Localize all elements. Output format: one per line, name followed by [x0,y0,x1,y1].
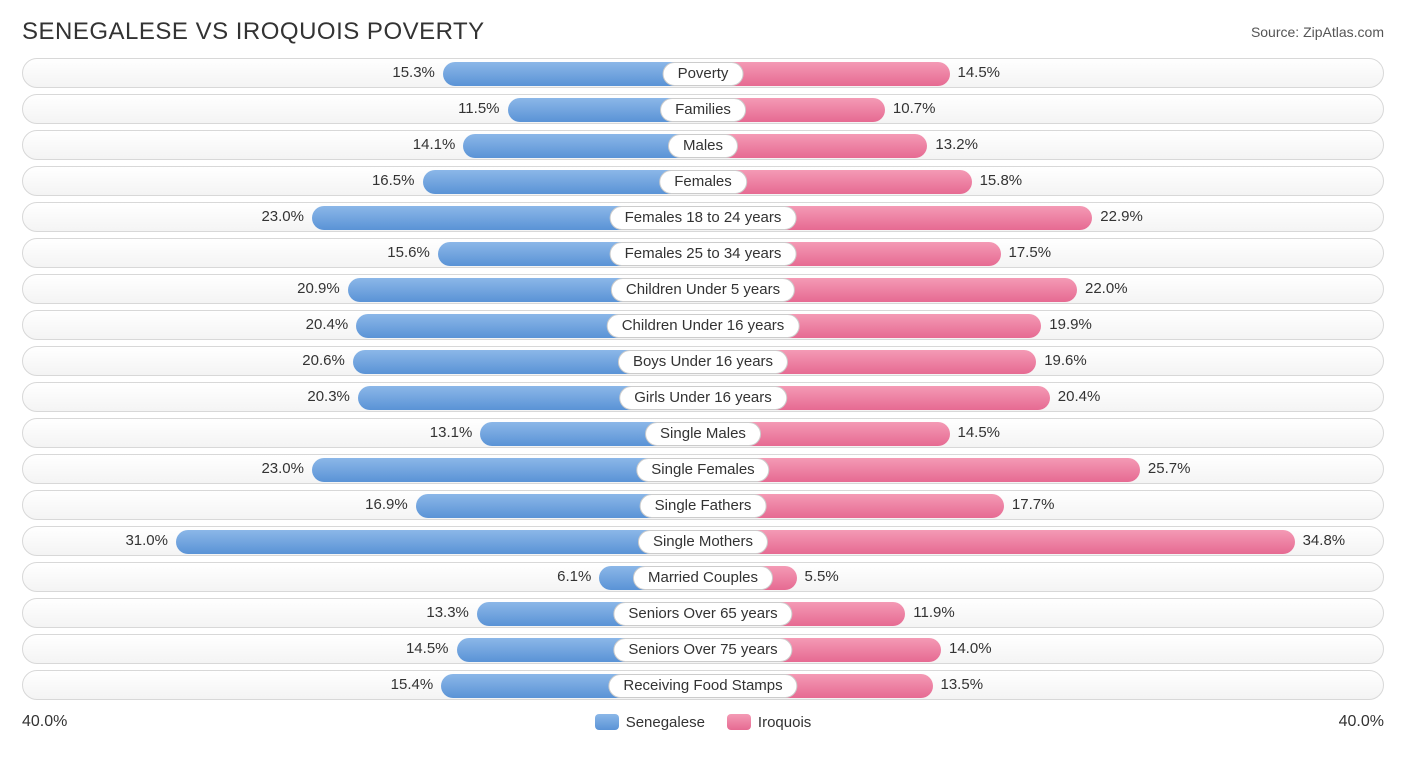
chart-row: 16.5% 15.8% Females [22,166,1384,196]
value-left: 16.9% [365,491,408,520]
bar-left [176,530,703,554]
value-left: 31.0% [125,527,168,556]
value-right: 17.5% [1009,239,1052,268]
value-right: 34.8% [1303,527,1346,556]
category-label: Single Males [645,422,761,446]
axis-max-left: 40.0% [22,713,67,731]
value-right: 10.7% [893,95,936,124]
chart-row: 16.9% 17.7% Single Fathers [22,490,1384,520]
chart-row: 23.0% 22.9% Females 18 to 24 years [22,202,1384,232]
legend-item-left: Senegalese [595,714,705,731]
value-left: 15.4% [391,671,434,700]
value-left: 16.5% [372,167,415,196]
value-left: 6.1% [557,563,591,592]
chart-row: 13.3% 11.9% Seniors Over 65 years [22,598,1384,628]
chart-row: 31.0% 34.8% Single Mothers [22,526,1384,556]
value-left: 20.9% [297,275,340,304]
value-right: 17.7% [1012,491,1055,520]
legend-item-right: Iroquois [727,714,811,731]
chart-title: SENEGALESE VS IROQUOIS POVERTY [22,18,485,46]
chart-row: 20.3% 20.4% Girls Under 16 years [22,382,1384,412]
category-label: Girls Under 16 years [619,386,787,410]
value-right: 22.0% [1085,275,1128,304]
category-label: Boys Under 16 years [618,350,788,374]
value-left: 20.3% [307,383,350,412]
value-left: 13.3% [426,599,469,628]
diverging-bar-chart: 15.3% 14.5% Poverty 11.5% 10.7% Families 14.1%… [0,56,1406,700]
value-right: 11.9% [913,599,954,628]
value-right: 13.2% [935,131,978,160]
category-label: Children Under 16 years [607,314,800,338]
category-label: Seniors Over 75 years [613,638,792,662]
value-left: 20.6% [302,347,345,376]
category-label: Children Under 5 years [611,278,795,302]
legend-swatch-left [595,714,619,730]
value-left: 14.5% [406,635,449,664]
chart-row: 15.4% 13.5% Receiving Food Stamps [22,670,1384,700]
value-right: 22.9% [1100,203,1143,232]
axis-max-right: 40.0% [1339,713,1384,731]
chart-row: 15.6% 17.5% Females 25 to 34 years [22,238,1384,268]
chart-row: 20.6% 19.6% Boys Under 16 years [22,346,1384,376]
category-label: Males [668,134,738,158]
legend-label-right: Iroquois [758,714,811,731]
category-label: Receiving Food Stamps [608,674,797,698]
value-left: 23.0% [261,203,304,232]
value-right: 19.6% [1044,347,1087,376]
chart-row: 15.3% 14.5% Poverty [22,58,1384,88]
value-right: 25.7% [1148,455,1191,484]
category-label: Females [659,170,747,194]
chart-row: 23.0% 25.7% Single Females [22,454,1384,484]
chart-source: Source: ZipAtlas.com [1251,24,1384,40]
value-right: 13.5% [941,671,984,700]
category-label: Single Females [636,458,769,482]
chart-row: 14.5% 14.0% Seniors Over 75 years [22,634,1384,664]
value-left: 23.0% [261,455,304,484]
category-label: Married Couples [633,566,773,590]
chart-row: 20.9% 22.0% Children Under 5 years [22,274,1384,304]
legend-label-left: Senegalese [626,714,705,731]
value-right: 14.5% [957,59,1000,88]
category-label: Seniors Over 65 years [613,602,792,626]
category-label: Poverty [663,62,744,86]
category-label: Families [660,98,746,122]
category-label: Females 25 to 34 years [610,242,797,266]
value-right: 20.4% [1058,383,1101,412]
value-right: 19.9% [1049,311,1092,340]
bar-right [703,530,1295,554]
value-left: 15.3% [392,59,435,88]
legend-swatch-right [727,714,751,730]
category-label: Females 18 to 24 years [610,206,797,230]
chart-row: 6.1% 5.5% Married Couples [22,562,1384,592]
chart-row: 11.5% 10.7% Families [22,94,1384,124]
chart-row: 20.4% 19.9% Children Under 16 years [22,310,1384,340]
value-left: 13.1% [430,419,473,448]
value-right: 5.5% [805,563,839,592]
value-left: 20.4% [306,311,349,340]
value-right: 15.8% [980,167,1023,196]
chart-footer: 40.0% Senegalese Iroquois 40.0% [0,706,1406,736]
category-label: Single Fathers [640,494,767,518]
value-right: 14.0% [949,635,992,664]
category-label: Single Mothers [638,530,768,554]
chart-row: 13.1% 14.5% Single Males [22,418,1384,448]
value-right: 14.5% [957,419,1000,448]
value-left: 15.6% [387,239,430,268]
chart-header: SENEGALESE VS IROQUOIS POVERTY Source: Z… [0,0,1406,56]
chart-row: 14.1% 13.2% Males [22,130,1384,160]
value-left: 14.1% [413,131,456,160]
value-left: 11.5% [458,95,499,124]
legend: Senegalese Iroquois [595,714,812,731]
